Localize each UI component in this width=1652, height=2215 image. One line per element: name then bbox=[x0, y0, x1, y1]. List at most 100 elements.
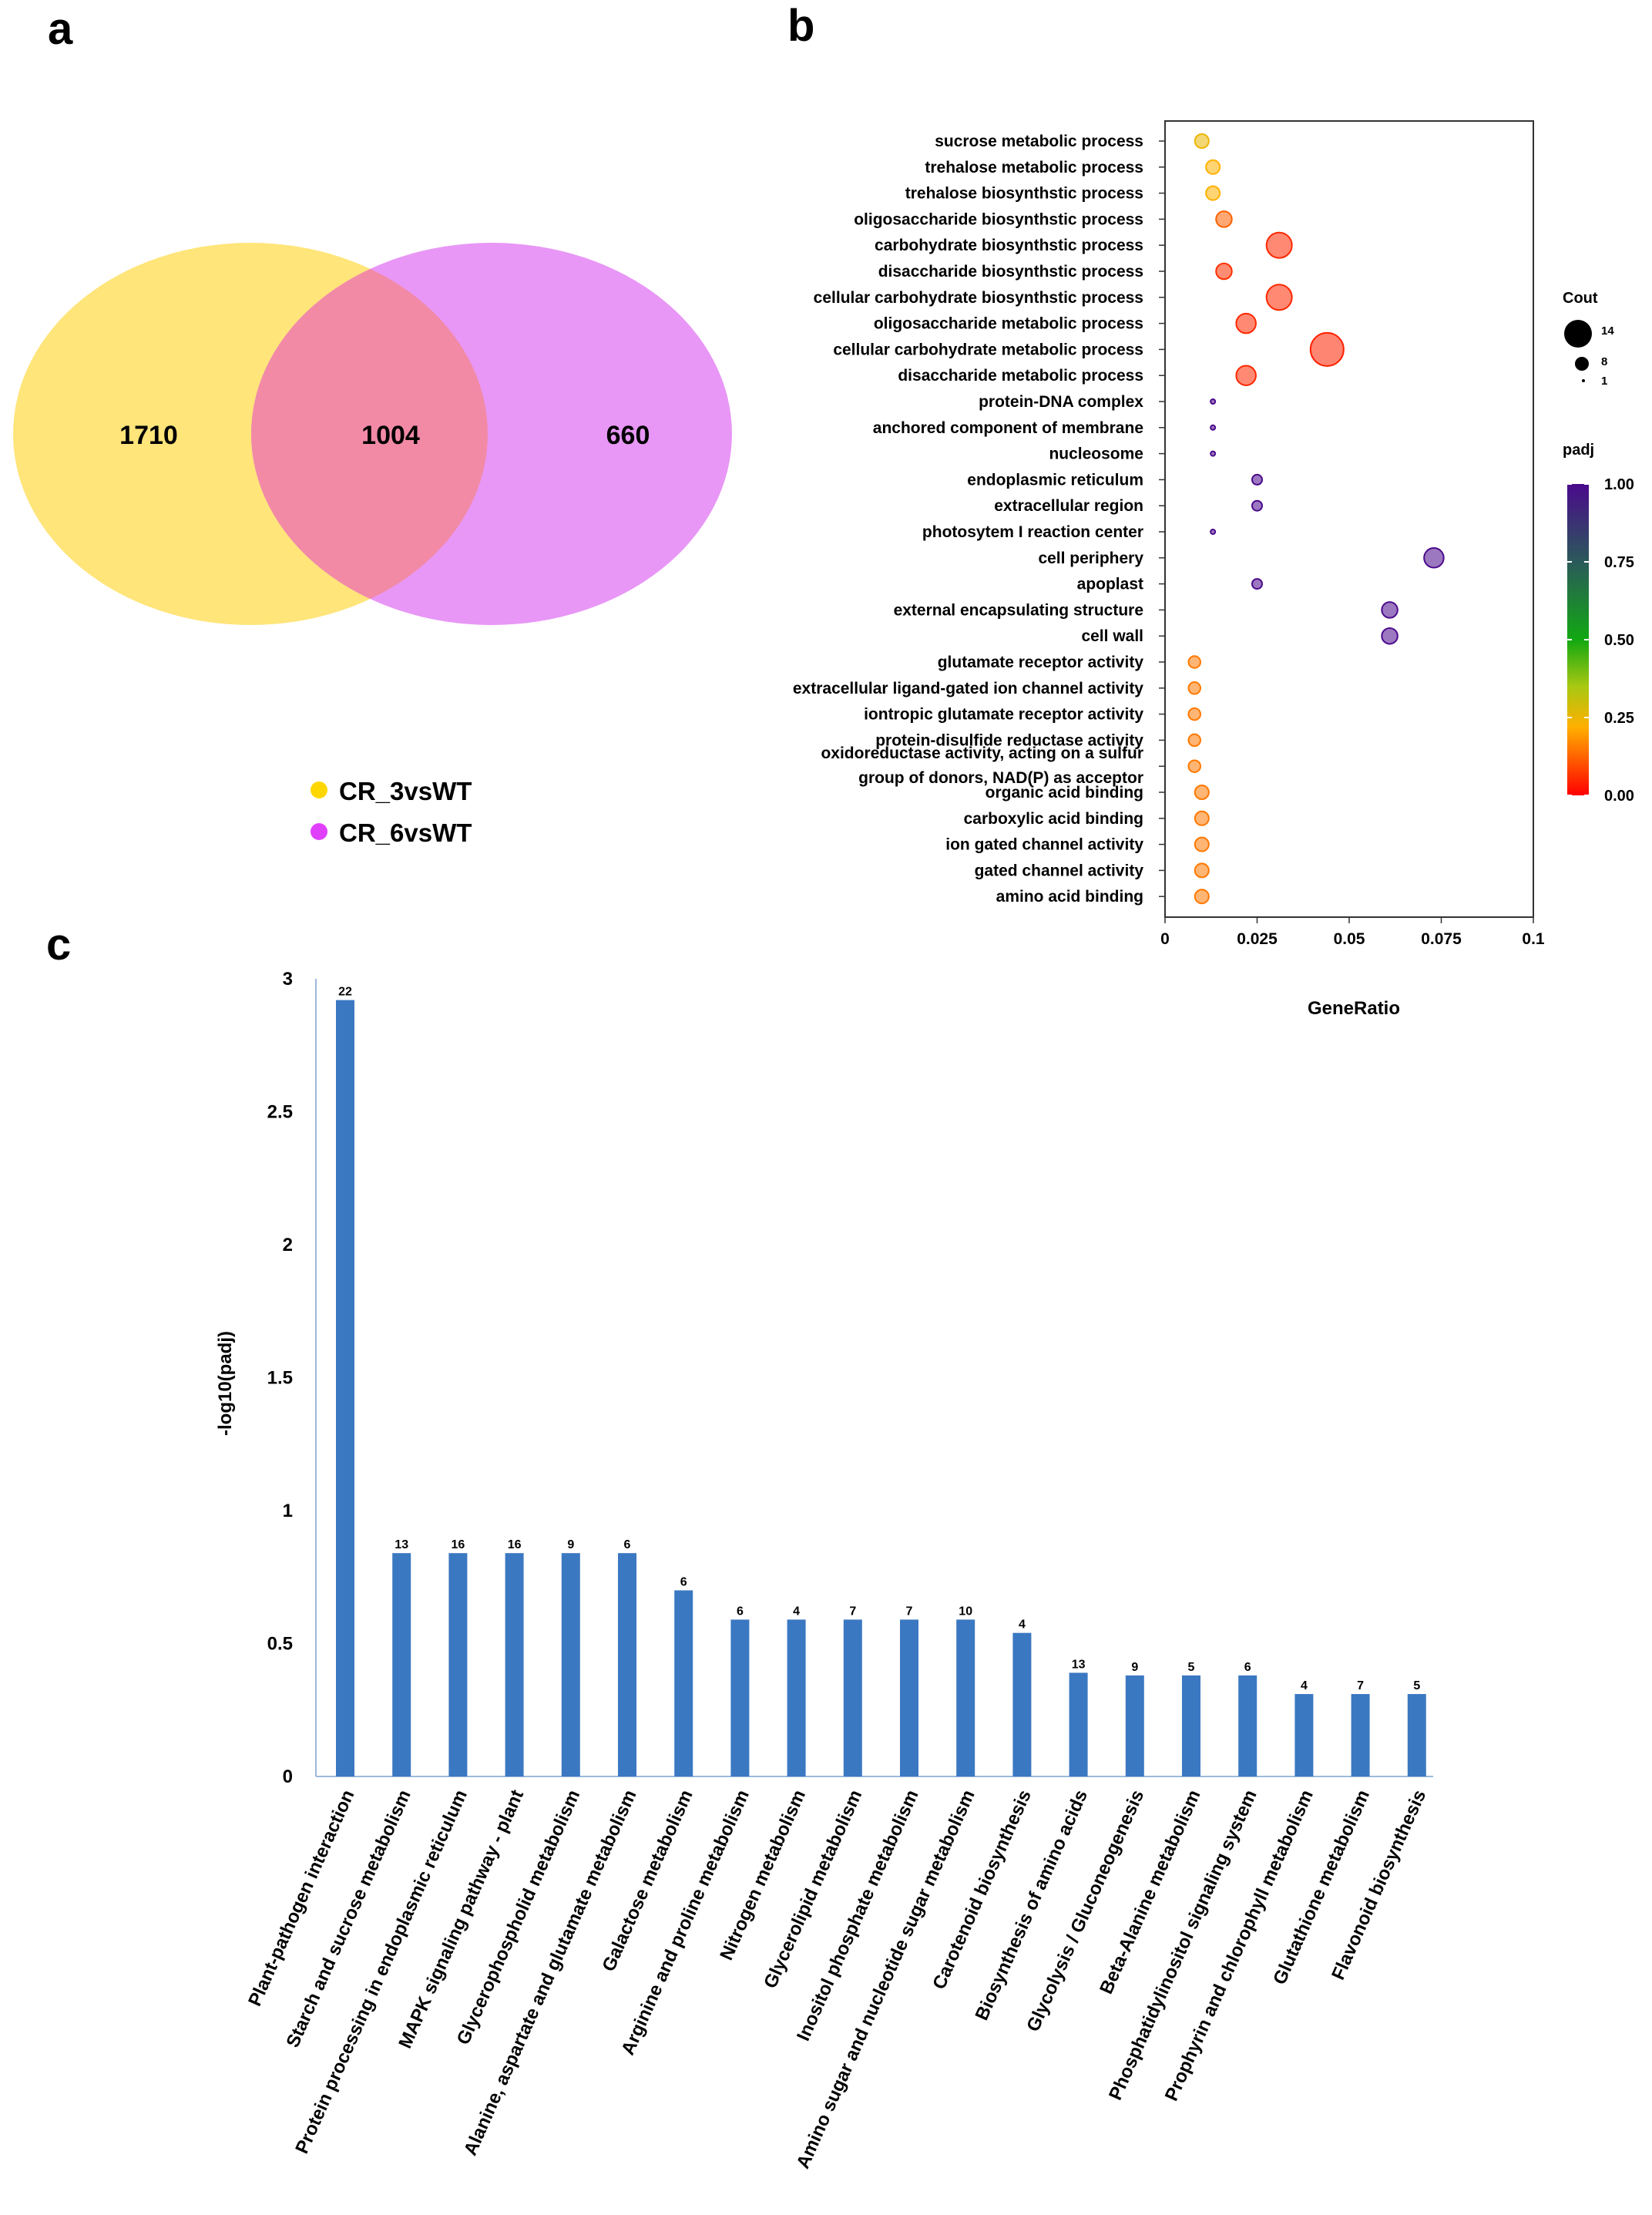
bar-ytick-label: 1 bbox=[283, 1501, 293, 1521]
bar-data-label: 16 bbox=[508, 1538, 522, 1551]
bubble-term-label: anchored component of membrane bbox=[873, 419, 1143, 437]
bubble-point bbox=[1235, 312, 1257, 334]
venn-count-left: 1710 bbox=[119, 421, 178, 450]
bubble-term-label: iontropic glutamate receptor activity bbox=[864, 706, 1143, 724]
bubble-point bbox=[1205, 159, 1221, 175]
bar-data-label: 16 bbox=[452, 1538, 465, 1551]
bubble-point bbox=[1309, 331, 1345, 367]
bubble-xtick-label: 0 bbox=[1160, 930, 1170, 948]
legend-label-cr6: CR_6vsWT bbox=[339, 818, 472, 847]
bubble-term-label: external encapsulating structure bbox=[894, 601, 1143, 619]
bubble-term-label: endoplasmic reticulum bbox=[967, 471, 1143, 489]
bubble-point bbox=[1381, 627, 1398, 645]
bubble-term-label: cell periphery bbox=[1038, 550, 1143, 567]
venn-overlap-region bbox=[251, 243, 488, 625]
bar-data-label: 5 bbox=[1188, 1661, 1195, 1674]
bar-data-label: 6 bbox=[1244, 1661, 1251, 1674]
bubble-xlabel: GeneRatio bbox=[1308, 998, 1400, 1019]
size-legend-title: Cout bbox=[1563, 290, 1598, 307]
size-legend-circle-large bbox=[1564, 320, 1592, 348]
bar-data-label: 7 bbox=[849, 1605, 856, 1618]
size-legend-label-medium: 8 bbox=[1601, 355, 1607, 368]
bubble-point bbox=[1187, 707, 1201, 721]
bar bbox=[730, 1619, 750, 1776]
bar bbox=[787, 1619, 806, 1776]
size-legend-label-large: 14 bbox=[1601, 324, 1614, 338]
color-legend-label: 0.50 bbox=[1604, 632, 1634, 649]
bar-data-label: 22 bbox=[338, 986, 352, 999]
bar bbox=[674, 1590, 693, 1776]
bar bbox=[561, 1553, 580, 1776]
bar bbox=[1012, 1632, 1032, 1776]
bubble-term-label: oxidoreductase activity, acting on a sul… bbox=[821, 744, 1143, 762]
panel-letter-a: a bbox=[48, 4, 73, 54]
bubble-point bbox=[1187, 681, 1201, 695]
color-legend-label: 0.00 bbox=[1604, 788, 1634, 805]
bubble-point bbox=[1251, 473, 1263, 486]
bubble-term-label: carbohydrate biosynthstic process bbox=[875, 237, 1143, 254]
bubble-term-label: cell wall bbox=[1081, 627, 1143, 645]
bar bbox=[1294, 1694, 1314, 1776]
bar bbox=[505, 1553, 524, 1776]
panel-letter-b: b bbox=[787, 1, 815, 51]
bubble-term-label: ion gated channel activity bbox=[945, 836, 1143, 854]
venn-count-overlap: 1004 bbox=[361, 421, 420, 450]
bubble-term-label: group of donors, NAD(P) as acceptor bbox=[858, 769, 1143, 787]
bubble-point bbox=[1251, 578, 1263, 590]
bubble-term-label: sucrose metabolic process bbox=[935, 133, 1143, 150]
bar-data-label: 5 bbox=[1413, 1679, 1420, 1692]
bubble-term-label: trehalose metabolic process bbox=[925, 159, 1143, 176]
kegg-bar-chart: 0 0.5 1 1.5 2 2.5 3 22 13 16 16 9 6 6 6 4 7 7 10 4 13 9 5 6 4 7 5… bbox=[215, 969, 1433, 2172]
bubble-point bbox=[1265, 231, 1293, 259]
bar bbox=[1407, 1694, 1426, 1776]
bubble-point bbox=[1187, 733, 1201, 748]
bar-ytick-label: 2 bbox=[283, 1235, 293, 1255]
bar bbox=[1238, 1675, 1257, 1776]
bubble-point bbox=[1194, 836, 1210, 852]
bubble-point bbox=[1194, 862, 1210, 879]
bubble-term-label: trehalose biosynthstic process bbox=[905, 185, 1143, 203]
bar bbox=[448, 1553, 468, 1776]
bubble-point bbox=[1235, 365, 1257, 386]
bar-data-label: 4 bbox=[1301, 1679, 1308, 1692]
bubble-point bbox=[1194, 810, 1210, 826]
bubble-xtick-label: 0.075 bbox=[1421, 930, 1462, 948]
bar bbox=[1125, 1675, 1144, 1776]
bubble-point bbox=[1194, 889, 1210, 905]
bar bbox=[1351, 1694, 1370, 1776]
bar-ytick-label: 0 bbox=[283, 1766, 293, 1787]
bar bbox=[618, 1553, 636, 1776]
size-legend-circle-small bbox=[1582, 379, 1585, 382]
size-legend-label-small: 1 bbox=[1601, 375, 1607, 388]
bar-data-label: 6 bbox=[624, 1538, 631, 1551]
bubble-point bbox=[1205, 185, 1221, 201]
venn-count-right: 660 bbox=[606, 421, 650, 450]
bubble-term-label: nucleosome bbox=[1049, 445, 1143, 463]
bar bbox=[336, 1000, 354, 1776]
bar-category-label: Plant-pathogen interaction bbox=[244, 1786, 358, 2009]
bubble-point bbox=[1251, 499, 1263, 512]
bubble-term-label: extracellular region bbox=[994, 497, 1143, 515]
bar-data-label: 10 bbox=[959, 1605, 972, 1618]
bubble-term-label: organic acid binding bbox=[985, 784, 1143, 802]
size-legend-circle-medium bbox=[1575, 357, 1589, 371]
bubble-term-label: oligosaccharide metabolic process bbox=[874, 315, 1143, 333]
bubble-term-label: disaccharide metabolic process bbox=[898, 367, 1143, 385]
bubble-term-label: amino acid binding bbox=[996, 888, 1143, 906]
legend-dot-cr6 bbox=[311, 823, 327, 840]
bubble-point bbox=[1215, 262, 1233, 281]
bubble-term-label: carboxylic acid binding bbox=[964, 810, 1143, 828]
bubble-term-label: protein-DNA complex bbox=[979, 393, 1143, 411]
bar-category-label: Beta-Alanine metabolism bbox=[1096, 1786, 1204, 1997]
bubble-point bbox=[1194, 133, 1210, 149]
bar-data-label: 9 bbox=[1131, 1661, 1138, 1674]
bubble-point bbox=[1210, 398, 1217, 405]
color-legend-label: 1.00 bbox=[1604, 476, 1634, 493]
bar-category-label: Carotenoid biosynthesis bbox=[928, 1786, 1036, 1992]
bubble-point bbox=[1187, 655, 1201, 669]
bubble-point bbox=[1210, 450, 1217, 457]
bar-ytick-label: 0.5 bbox=[267, 1634, 293, 1655]
bar-data-label: 6 bbox=[680, 1576, 687, 1589]
legend-dot-cr3 bbox=[311, 781, 327, 798]
bubble-term-label: cellular carbohydrate biosynthstic proce… bbox=[814, 289, 1143, 307]
